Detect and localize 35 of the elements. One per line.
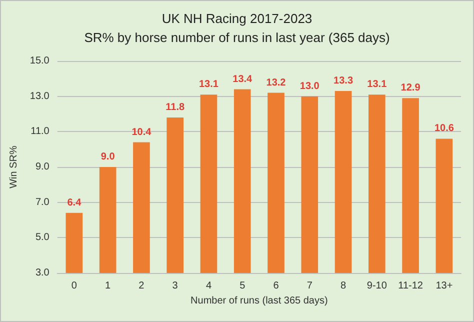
y-tick-label: 13.0 — [30, 90, 50, 102]
y-tick-label: 7.0 — [35, 196, 50, 208]
data-label: 13.1 — [198, 79, 219, 90]
data-label: 12.9 — [400, 82, 421, 94]
x-tick-label: 4 — [206, 280, 212, 292]
data-label: 10.4 — [132, 126, 152, 138]
data-label: 11.8 — [166, 102, 185, 114]
chart-title: UK NH Racing 2017-2023 — [162, 11, 312, 26]
data-label: 6.4 — [67, 197, 82, 208]
x-axis-title: Number of runs (last 365 days) — [190, 295, 328, 306]
x-tick-label: 0 — [71, 280, 78, 292]
y-tick-label: 9.0 — [35, 162, 50, 172]
data-label: 13.0 — [300, 80, 320, 92]
data-label: 13.2 — [266, 77, 286, 88]
data-label: 9.0 — [100, 152, 116, 162]
x-tick-label: 7 — [306, 280, 313, 292]
x-tick-label: 2 — [138, 280, 145, 292]
y-tick-label: 5.0 — [35, 232, 50, 244]
y-tick-label: 3.0 — [35, 268, 50, 278]
x-tick-label: 3 — [172, 280, 178, 292]
x-tick-label: 5 — [240, 280, 246, 292]
x-tick-label: 11-12 — [398, 280, 424, 292]
chart-subtitle: SR% by horse number of runs in last year (365 days) — [84, 30, 390, 45]
x-tick-label: 8 — [340, 280, 346, 292]
x-tick-label: 1 — [105, 280, 112, 292]
data-label: 13.4 — [232, 74, 253, 85]
y-tick-label: 15.0 — [30, 56, 50, 66]
y-tick-label: 11.0 — [30, 126, 50, 138]
data-label: 13.1 — [367, 79, 388, 90]
x-tick-label: 13+ — [436, 280, 453, 292]
data-label: 10.6 — [434, 123, 454, 134]
data-label: 13.3 — [334, 76, 354, 87]
x-tick-label: 9-10 — [366, 280, 388, 292]
x-tick-label: 6 — [273, 280, 280, 292]
y-axis-title: Win SR% — [8, 146, 20, 188]
